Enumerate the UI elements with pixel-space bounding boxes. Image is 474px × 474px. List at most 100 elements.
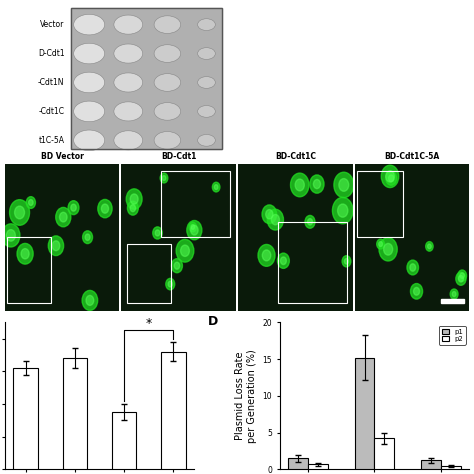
- Y-axis label: Plasmid Loss Rate
per Generation (%): Plasmid Loss Rate per Generation (%): [235, 349, 257, 443]
- Circle shape: [154, 45, 181, 63]
- Bar: [161, 352, 186, 469]
- Circle shape: [130, 194, 138, 204]
- Bar: [441, 466, 461, 469]
- Bar: [308, 464, 328, 469]
- Circle shape: [73, 43, 105, 64]
- Circle shape: [450, 289, 458, 299]
- Circle shape: [130, 205, 136, 212]
- Circle shape: [386, 172, 397, 185]
- Circle shape: [381, 165, 399, 188]
- Circle shape: [334, 172, 354, 198]
- Circle shape: [160, 173, 168, 183]
- Text: BD Vector: BD Vector: [40, 152, 83, 161]
- Circle shape: [344, 258, 349, 264]
- Circle shape: [379, 242, 383, 246]
- Circle shape: [271, 214, 280, 225]
- Circle shape: [377, 239, 384, 249]
- Bar: [162, 171, 230, 237]
- Bar: [421, 460, 441, 469]
- Circle shape: [258, 245, 275, 266]
- Text: -Cdt1C: -Cdt1C: [38, 107, 64, 116]
- Bar: [374, 438, 394, 469]
- Circle shape: [187, 220, 202, 240]
- Circle shape: [73, 72, 105, 93]
- Circle shape: [82, 291, 98, 310]
- Circle shape: [166, 278, 175, 290]
- Circle shape: [426, 242, 433, 251]
- Circle shape: [56, 208, 71, 227]
- Circle shape: [126, 189, 142, 209]
- Circle shape: [267, 209, 283, 230]
- Circle shape: [26, 197, 36, 209]
- Circle shape: [98, 200, 112, 218]
- Circle shape: [214, 185, 218, 190]
- Circle shape: [189, 222, 197, 232]
- Text: BD-Cdt1C-5A: BD-Cdt1C-5A: [384, 152, 440, 161]
- Circle shape: [15, 206, 25, 219]
- Circle shape: [181, 245, 190, 256]
- Circle shape: [172, 259, 182, 273]
- Bar: [13, 368, 38, 469]
- Circle shape: [308, 219, 312, 225]
- Circle shape: [71, 204, 76, 211]
- Circle shape: [428, 244, 431, 249]
- Circle shape: [262, 205, 277, 224]
- Circle shape: [413, 287, 419, 295]
- Circle shape: [332, 197, 353, 224]
- Circle shape: [114, 131, 143, 150]
- Circle shape: [337, 204, 348, 217]
- Circle shape: [162, 175, 166, 181]
- Circle shape: [458, 270, 466, 281]
- Circle shape: [452, 292, 456, 297]
- Circle shape: [68, 201, 79, 215]
- Circle shape: [17, 244, 33, 264]
- Circle shape: [86, 295, 94, 305]
- Bar: [441, 300, 464, 303]
- Text: t1C-5A: t1C-5A: [38, 136, 64, 145]
- Circle shape: [339, 179, 349, 191]
- Text: D-Cdt1: D-Cdt1: [38, 49, 64, 58]
- Circle shape: [2, 224, 20, 247]
- Circle shape: [48, 236, 64, 255]
- Circle shape: [154, 73, 181, 91]
- Circle shape: [281, 257, 286, 264]
- Circle shape: [174, 262, 180, 269]
- Legend: p1, p2: p1, p2: [439, 326, 466, 345]
- Bar: [278, 222, 347, 303]
- Text: -Cdt1N: -Cdt1N: [38, 78, 64, 87]
- Text: D: D: [208, 315, 218, 328]
- Circle shape: [191, 225, 198, 235]
- Circle shape: [266, 210, 273, 219]
- Text: BD-Cdt1: BD-Cdt1: [161, 152, 196, 161]
- Circle shape: [114, 15, 143, 34]
- Circle shape: [212, 182, 220, 192]
- Circle shape: [198, 48, 215, 59]
- Circle shape: [389, 175, 394, 182]
- Circle shape: [291, 173, 309, 197]
- Text: Vector: Vector: [40, 20, 64, 29]
- Bar: [288, 458, 308, 469]
- Circle shape: [198, 135, 215, 146]
- Bar: [357, 171, 403, 237]
- Circle shape: [114, 73, 143, 92]
- Circle shape: [305, 215, 315, 228]
- Circle shape: [407, 260, 419, 275]
- Circle shape: [60, 212, 67, 222]
- Circle shape: [198, 19, 215, 30]
- Circle shape: [73, 130, 105, 151]
- Circle shape: [73, 101, 105, 122]
- Circle shape: [128, 201, 138, 215]
- Circle shape: [310, 175, 324, 193]
- Circle shape: [154, 16, 181, 34]
- Circle shape: [114, 44, 143, 63]
- Bar: [7, 237, 51, 303]
- Circle shape: [153, 227, 162, 239]
- Circle shape: [410, 264, 416, 271]
- Circle shape: [383, 244, 392, 255]
- Circle shape: [191, 225, 195, 229]
- Circle shape: [198, 77, 215, 88]
- Circle shape: [262, 250, 271, 261]
- Text: BD-Cdt1C: BD-Cdt1C: [275, 152, 316, 161]
- Bar: [127, 245, 171, 303]
- Circle shape: [168, 281, 173, 287]
